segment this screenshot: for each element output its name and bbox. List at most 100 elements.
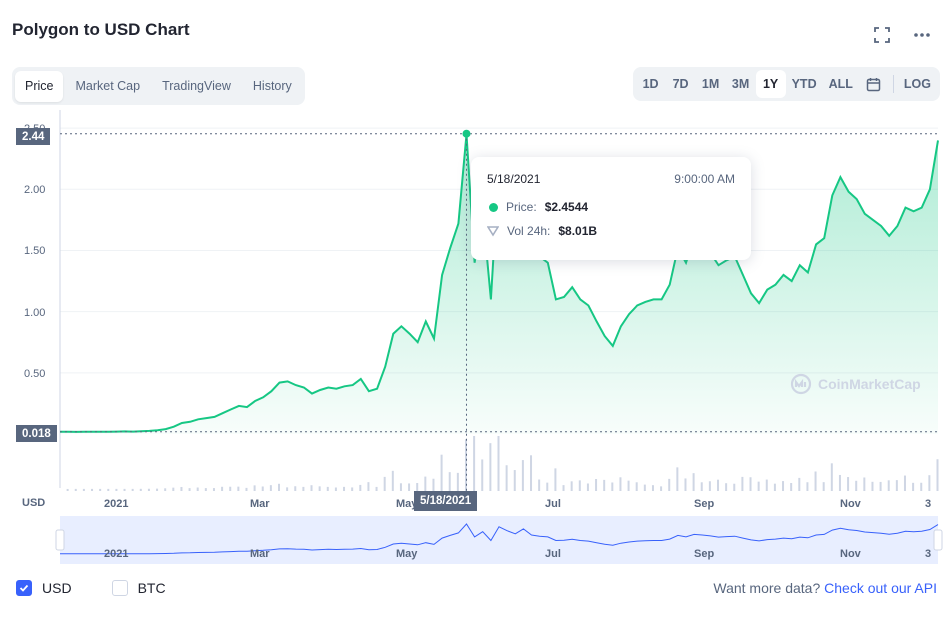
price-chart[interactable] bbox=[0, 110, 947, 570]
volume-bar bbox=[586, 483, 589, 491]
y-axis-unit: USD bbox=[22, 497, 46, 509]
y-tick-label: 1.50 bbox=[24, 245, 46, 257]
volume-bar bbox=[773, 483, 776, 491]
price-dot-icon bbox=[489, 202, 498, 212]
navigator-handle-right[interactable] bbox=[933, 529, 943, 551]
usd-checkbox[interactable]: USD bbox=[16, 580, 72, 596]
volume-bar bbox=[253, 485, 256, 491]
volume-bar bbox=[481, 459, 484, 491]
volume-bar bbox=[757, 481, 760, 491]
range-all[interactable]: ALL bbox=[828, 77, 853, 91]
volume-bar bbox=[725, 483, 728, 491]
range-1y[interactable]: 1Y bbox=[755, 70, 786, 98]
volume-bar bbox=[595, 478, 598, 491]
x-tick-label: 2021 bbox=[104, 498, 129, 510]
volume-bar bbox=[855, 480, 858, 491]
volume-bar bbox=[562, 485, 565, 491]
volume-bar bbox=[269, 485, 272, 491]
tooltip-volume-label: Vol 24h: bbox=[507, 224, 551, 238]
volume-bar bbox=[456, 472, 459, 491]
volume-bar bbox=[261, 486, 264, 491]
volume-bar bbox=[212, 488, 215, 491]
tab-price[interactable]: Price bbox=[15, 70, 64, 102]
fullscreen-icon[interactable] bbox=[871, 24, 893, 46]
chart-actions bbox=[871, 24, 933, 46]
watermark: CoinMarketCap bbox=[790, 373, 921, 395]
volume-bar bbox=[375, 486, 378, 491]
range-1m[interactable]: 1M bbox=[701, 77, 720, 91]
volume-bar bbox=[440, 454, 443, 491]
checkbox-checked-icon[interactable] bbox=[16, 580, 32, 596]
api-link[interactable]: Check out our API bbox=[824, 580, 937, 596]
volume-icon bbox=[487, 226, 499, 237]
navigator-tick-label: Jul bbox=[545, 548, 561, 560]
more-icon[interactable] bbox=[911, 24, 933, 46]
volume-bar bbox=[895, 480, 898, 491]
volume-bar bbox=[521, 460, 524, 491]
volume-bar bbox=[99, 488, 102, 491]
volume-bar bbox=[538, 479, 541, 491]
volume-bar bbox=[180, 486, 183, 491]
volume-bar bbox=[798, 477, 801, 491]
volume-bar bbox=[448, 472, 451, 491]
volume-bar bbox=[920, 482, 923, 491]
volume-bar bbox=[936, 459, 939, 491]
x-tick-label: Nov bbox=[840, 498, 861, 510]
volume-bar bbox=[156, 488, 159, 491]
range-7d[interactable]: 7D bbox=[672, 77, 689, 91]
range-ytd[interactable]: YTD bbox=[791, 77, 817, 91]
volume-bar bbox=[497, 436, 500, 491]
volume-bar bbox=[359, 484, 362, 491]
volume-bar bbox=[765, 479, 768, 491]
volume-bar bbox=[887, 480, 890, 491]
volume-bar bbox=[115, 488, 118, 491]
log-toggle[interactable]: LOG bbox=[903, 77, 931, 91]
tab-tradingview[interactable]: TradingView bbox=[162, 79, 231, 93]
tooltip-volume-value: $8.01B bbox=[558, 224, 598, 238]
volume-bar bbox=[578, 480, 581, 491]
x-tick-label: Sep bbox=[694, 498, 715, 510]
volume-bar bbox=[603, 479, 606, 491]
volume-bar bbox=[399, 483, 402, 491]
y-tick-label: 2.00 bbox=[24, 184, 46, 196]
volume-bar bbox=[782, 481, 785, 491]
volume-bar bbox=[741, 476, 744, 491]
range-1d[interactable]: 1D bbox=[642, 77, 659, 91]
volume-bar bbox=[847, 477, 850, 491]
volume-bar bbox=[733, 483, 736, 491]
usd-label: USD bbox=[42, 580, 72, 596]
volume-bar bbox=[806, 482, 809, 491]
price-area bbox=[60, 134, 938, 434]
volume-bar bbox=[326, 486, 329, 491]
range-3m[interactable]: 3M bbox=[731, 77, 750, 91]
tooltip-time: 9:00:00 AM bbox=[674, 172, 735, 186]
volume-bar bbox=[391, 470, 394, 491]
checkbox-unchecked-icon[interactable] bbox=[111, 580, 128, 596]
volume-bar bbox=[570, 481, 573, 491]
volume-bar bbox=[188, 488, 191, 491]
tab-history[interactable]: History bbox=[252, 79, 292, 93]
api-promo: Want more data? Check out our API bbox=[713, 580, 937, 596]
volume-bar bbox=[822, 482, 825, 491]
navigator bbox=[55, 516, 943, 564]
volume-bar bbox=[546, 482, 549, 491]
navigator-tick-label: 2021 bbox=[104, 548, 129, 560]
volume-bar bbox=[554, 468, 557, 491]
volume-bar bbox=[107, 488, 110, 491]
tab-market-cap[interactable]: Market Cap bbox=[75, 79, 141, 93]
navigator-tick-label: Mar bbox=[250, 548, 270, 560]
tooltip-date: 5/18/2021 bbox=[487, 172, 541, 186]
btc-checkbox[interactable]: BTC bbox=[111, 580, 166, 596]
volume-bar bbox=[643, 484, 646, 491]
navigator-handle-left[interactable] bbox=[55, 529, 65, 551]
volume-bar bbox=[147, 488, 150, 491]
volume-bar bbox=[302, 486, 305, 491]
volume-bar bbox=[82, 488, 85, 491]
volume-bar bbox=[790, 483, 793, 491]
calendar-icon[interactable] bbox=[859, 70, 889, 98]
navigator-background bbox=[60, 516, 938, 564]
volume-bar bbox=[684, 478, 687, 491]
volume-bar bbox=[513, 470, 516, 491]
volume-bar bbox=[66, 488, 69, 491]
btc-label: BTC bbox=[137, 580, 166, 596]
